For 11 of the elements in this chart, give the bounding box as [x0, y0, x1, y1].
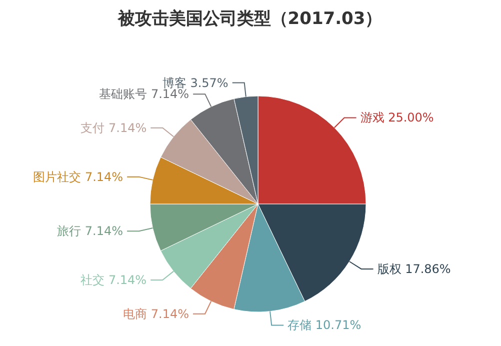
slice-label: 版权 17.86% [377, 262, 451, 276]
slice-label: 博客 3.57% [162, 76, 228, 90]
slice-label: 支付 7.14% [80, 120, 147, 135]
slice-label: 旅行 7.14% [57, 224, 124, 238]
slice-label: 社交 7.14% [80, 273, 147, 288]
slice-label: 基础账号 7.14% [99, 87, 190, 102]
slice-label: 图片社交 7.14% [33, 170, 124, 184]
slice-label: 游戏 25.00% [360, 110, 434, 125]
chart-title: 被攻击美国公司类型（2017.03） [116, 9, 382, 29]
slice-label: 存储 10.71% [288, 318, 362, 332]
slice-label: 电商 7.14% [123, 306, 190, 321]
